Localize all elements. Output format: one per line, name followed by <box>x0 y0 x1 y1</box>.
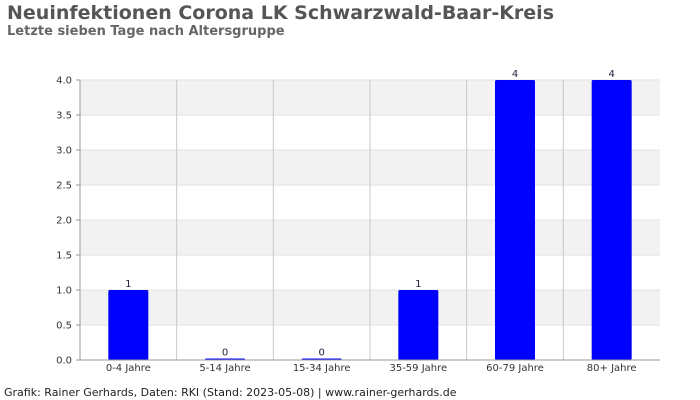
y-tick-label: 1.5 <box>56 251 72 262</box>
axes <box>76 79 660 361</box>
y-tick-label: 4.0 <box>56 76 72 87</box>
bar <box>591 80 632 360</box>
x-tick-labels: 0-4 Jahre 5-14 Jahre 15-34 Jahre 35-59 Jahr… <box>106 363 637 374</box>
x-tick-label: 15-34 Jahre <box>293 363 351 374</box>
chart-footer: Grafik: Rainer Gerhards, Daten: RKI (Sta… <box>4 386 457 399</box>
y-tick-label: 1.0 <box>56 286 72 297</box>
chart-subtitle: Letzte sieben Tage nach Altersgruppe <box>7 24 285 39</box>
bars <box>108 80 632 360</box>
data-label: 4 <box>608 69 614 80</box>
x-tick-label: 60-79 Jahre <box>486 363 544 374</box>
y-tick-label: 3.5 <box>56 111 72 122</box>
x-tick-label: 80+ Jahre <box>587 363 637 374</box>
bar <box>398 290 439 360</box>
data-label: 1 <box>415 279 421 290</box>
data-label: 1 <box>125 279 131 290</box>
bar <box>495 80 535 360</box>
bar <box>108 290 149 360</box>
vertical-gridlines <box>176 80 564 360</box>
x-tick-label: 5-14 Jahre <box>199 363 250 374</box>
y-tick-label: 2.0 <box>56 216 72 227</box>
chart-title: Neuinfektionen Corona LK Schwarzwald-Baa… <box>7 2 555 24</box>
y-tick-label: 0.5 <box>56 321 72 332</box>
x-tick-label: 0-4 Jahre <box>106 363 151 374</box>
y-tick-label: 0.0 <box>56 356 72 367</box>
y-tick-label: 3.0 <box>56 146 72 157</box>
y-tick-labels: 0.0 0.5 1.0 1.5 2.0 2.5 3.0 3.5 4.0 <box>56 76 72 367</box>
y-tick-label: 2.5 <box>56 181 72 192</box>
data-label: 0 <box>222 348 228 359</box>
data-labels: 1 0 0 1 4 4 <box>125 69 615 359</box>
data-label: 0 <box>318 348 324 359</box>
data-label: 4 <box>512 69 518 80</box>
x-tick-label: 35-59 Jahre <box>389 363 447 374</box>
